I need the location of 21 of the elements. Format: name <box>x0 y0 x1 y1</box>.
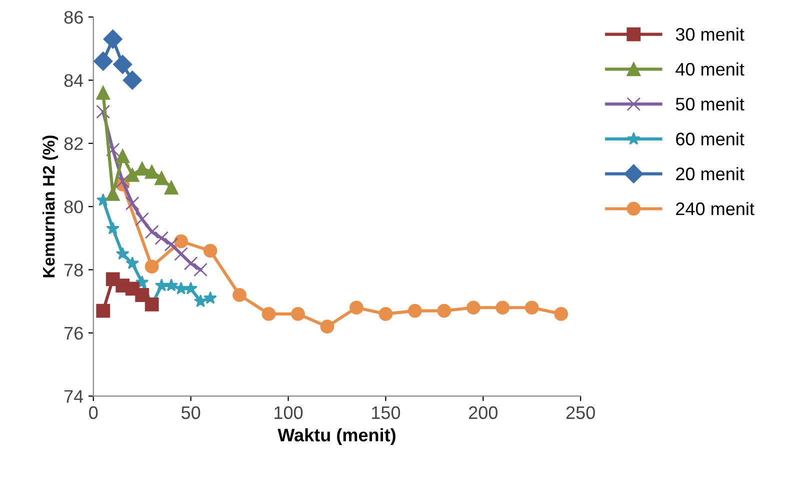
legend-label: 30 menit <box>676 28 744 41</box>
x-tick-label: 50 <box>182 406 200 420</box>
x-tick-label: 0 <box>89 406 98 420</box>
y-axis-title: Kemurnian H2 (%) <box>42 136 58 278</box>
legend-label: 240 menit <box>676 202 754 216</box>
legend-label: 20 menit <box>676 167 744 180</box>
y-tick-label: 78 <box>64 264 83 276</box>
legend-label: 50 menit <box>676 97 744 111</box>
y-tick-label: 86 <box>64 10 83 24</box>
x-axis-title: Waktu (menit) <box>278 428 396 446</box>
x-tick-label: 150 <box>372 406 400 420</box>
x-tick-label: 100 <box>274 406 303 420</box>
legend-label: 60 menit <box>676 132 744 146</box>
y-tick-label: 80 <box>64 200 83 214</box>
y-tick-label: 82 <box>64 137 83 150</box>
legend-label: 40 menit <box>676 62 744 76</box>
x-tick-label: 250 <box>566 406 595 420</box>
y-tick-label: 76 <box>64 326 83 340</box>
x-tick-label: 200 <box>468 406 498 420</box>
y-tick-label: 84 <box>64 74 84 87</box>
y-tick-label: 74 <box>64 390 84 403</box>
